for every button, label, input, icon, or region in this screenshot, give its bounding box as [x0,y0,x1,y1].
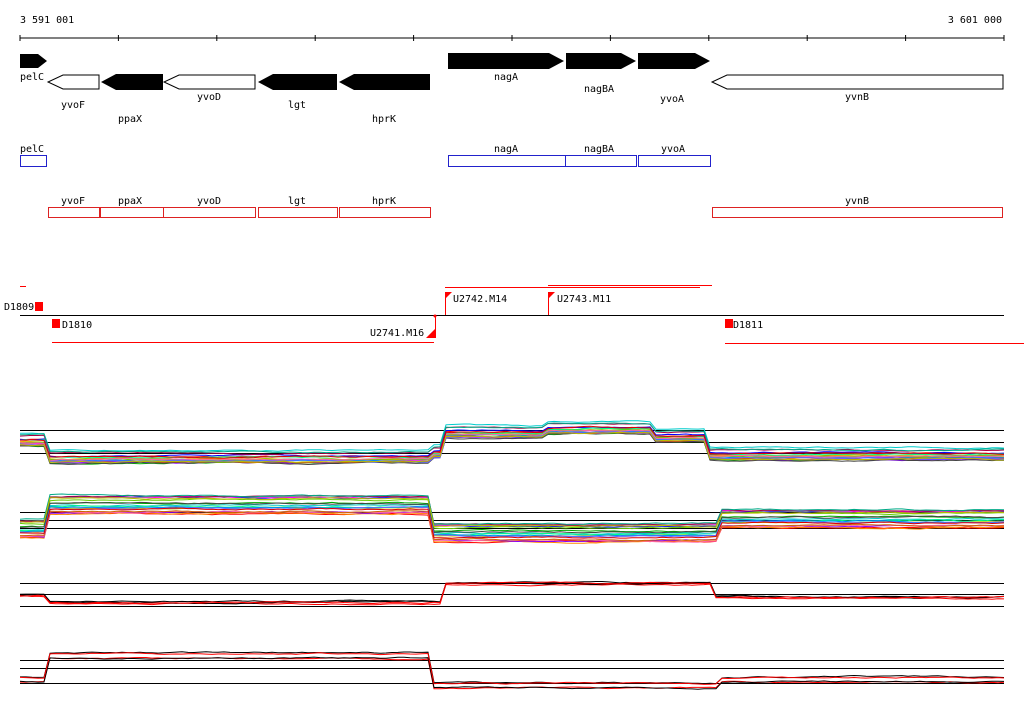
expression-lines-panel-4 [19,651,1005,690]
gene-label-pelC: pelC [20,72,44,83]
expression-trace [19,498,1005,530]
expression-trace [19,657,1005,690]
transcript-box-pelC[interactable] [20,155,47,167]
expression-trace [19,507,1005,539]
gene-track: pelC yvoF ppaX yvoD lgt hprK nagA nagBA [20,53,1004,125]
gene-nagA[interactable]: nagA [448,53,564,83]
ruler-ticks [19,35,1005,41]
expression-trace [20,510,1005,542]
gene-yvoD[interactable]: yvoD [162,74,256,103]
transcript-box-ppaX[interactable] [100,207,164,218]
segment-label-U2741-M16: U2741.M16 [370,328,424,339]
expression-trace [20,432,1005,466]
gene-ppaX[interactable]: ppaX [101,74,163,125]
expression-lines-panel-2 [19,493,1005,544]
expression-trace [19,426,1005,458]
transcript-box-hprK[interactable] [339,207,431,218]
transcript-track-minus: yvoF ppaX yvoD lgt hprK yvnB [48,196,1003,218]
transcript-label-yvnB: yvnB [845,196,869,207]
expression-trace [19,652,1005,685]
gene-hprK[interactable]: hprK [339,74,430,125]
transcript-box-lgt[interactable] [258,207,338,218]
expression-panel-3 [19,581,1005,607]
expression-trace [19,422,1005,454]
transcript-box-yvoA[interactable] [638,155,711,167]
expression-panel-1 [19,420,1005,466]
expression-trace [19,501,1005,534]
expression-trace [19,431,1005,464]
transcript-track-plus: pelC nagA nagBA yvoA [20,144,711,167]
transcript-label-lgt: lgt [288,196,306,207]
gene-label-lgt: lgt [288,100,306,111]
gene-label-yvoF: yvoF [61,100,85,111]
segment-U2742-M14[interactable]: U2742.M14 [445,292,507,315]
transcript-box-yvoF[interactable] [48,207,100,218]
transcript-box-nagA[interactable] [448,155,566,167]
gene-yvoA[interactable]: yvoA [638,53,710,105]
transcript-label-yvoD: yvoD [197,196,221,207]
segment-label-D1810: D1810 [62,320,92,331]
segment-label-D1809: D1809 [4,302,34,313]
segment-label-U2742-M14: U2742.M14 [453,294,507,305]
gene-pelC[interactable]: pelC [20,54,47,83]
expression-trace [19,505,1005,537]
gene-label-hprK: hprK [372,114,396,125]
transcript-label-hprK: hprK [372,196,396,207]
expression-trace [19,495,1005,528]
expression-lines-panel-1 [19,420,1005,466]
transcript-label-yvoA: yvoA [661,144,685,155]
segment-D1810[interactable]: D1810 [52,319,92,331]
ruler-end-label: 3 601 000 [948,15,1002,26]
gene-label-ppaX: ppaX [118,114,142,125]
expression-lines-panel-3 [19,581,1005,606]
expression-panel-2 [19,493,1005,544]
segment-U2741-M16[interactable]: U2741.M16 [370,314,437,340]
segment-U2743-M11[interactable]: U2743.M11 [548,292,611,315]
segment-label-U2743-M11: U2743.M11 [557,294,611,305]
expression-trace [19,425,1005,459]
gene-lgt[interactable]: lgt [258,74,337,111]
coordinate-ruler: 3 591 001 3 601 000 [19,15,1005,41]
expression-trace [19,493,1005,525]
gene-yvoF[interactable]: yvoF [46,74,100,111]
transcript-box-nagBA[interactable] [565,155,637,167]
gene-label-nagBA: nagBA [584,84,614,95]
gene-yvnB[interactable]: yvnB [710,74,1004,103]
segment-label-D1811: D1811 [733,320,763,331]
transcript-box-yvnB[interactable] [712,207,1003,218]
transcript-label-ppaX: ppaX [118,196,142,207]
gene-label-yvnB: yvnB [845,92,869,103]
expression-trace [19,420,1005,452]
segment-D1811[interactable]: D1811 [725,319,763,331]
transcript-label-nagBA: nagBA [584,144,614,155]
expression-trace [19,429,1005,462]
transcript-label-yvoF: yvoF [61,196,85,207]
expression-trace [19,581,1005,605]
gene-label-yvoA: yvoA [660,94,684,105]
transcript-label-pelC: pelC [20,144,44,155]
gene-label-nagA: nagA [494,72,518,83]
ruler-start-label: 3 591 001 [20,15,74,26]
segment-D1809[interactable]: D1809 [4,302,43,313]
expression-panel-4 [19,651,1005,690]
expression-trace [19,581,1005,603]
transcript-box-yvoD[interactable] [163,207,256,218]
gene-nagBA[interactable]: nagBA [566,53,636,95]
expression-trace [20,651,1005,685]
gene-label-yvoD: yvoD [197,92,221,103]
segment-track: D1809 D1810 U2741.M16 U2742.M14 U2743.M1… [4,285,1024,344]
transcript-label-nagA: nagA [494,144,518,155]
expression-trace [19,656,1005,690]
expression-trace [19,497,1005,528]
